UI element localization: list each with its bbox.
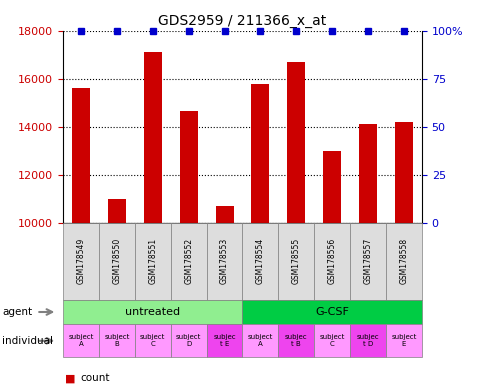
Text: agent: agent xyxy=(2,307,32,317)
Text: GSM178551: GSM178551 xyxy=(148,238,157,284)
Text: subjec
t D: subjec t D xyxy=(356,334,378,347)
Bar xyxy=(72,88,90,223)
Bar xyxy=(322,151,340,223)
Text: subject
C: subject C xyxy=(140,334,165,347)
Text: subjec
t E: subjec t E xyxy=(213,334,235,347)
Text: subject
D: subject D xyxy=(176,334,201,347)
Text: subjec
t B: subjec t B xyxy=(285,334,307,347)
Text: subject
E: subject E xyxy=(391,334,416,347)
Text: GSM178554: GSM178554 xyxy=(256,238,264,284)
Text: ■: ■ xyxy=(65,373,76,383)
Bar xyxy=(251,84,269,223)
Bar xyxy=(358,124,376,223)
Text: GSM178550: GSM178550 xyxy=(112,238,121,284)
Bar xyxy=(143,52,161,223)
Text: G-CSF: G-CSF xyxy=(315,307,348,317)
Text: GSM178557: GSM178557 xyxy=(363,238,372,284)
Text: GSM178556: GSM178556 xyxy=(327,238,336,284)
Text: GSM178549: GSM178549 xyxy=(76,238,85,284)
Bar xyxy=(215,206,233,223)
Bar xyxy=(394,122,412,223)
Text: GSM178555: GSM178555 xyxy=(291,238,300,284)
Text: subject
A: subject A xyxy=(247,334,272,347)
Title: GDS2959 / 211366_x_at: GDS2959 / 211366_x_at xyxy=(158,14,326,28)
Bar xyxy=(107,199,125,223)
Text: individual: individual xyxy=(2,336,53,346)
Text: GSM178552: GSM178552 xyxy=(184,238,193,284)
Text: subject
C: subject C xyxy=(319,334,344,347)
Text: count: count xyxy=(80,373,109,383)
Text: GSM178558: GSM178558 xyxy=(399,238,408,284)
Text: subject
A: subject A xyxy=(68,334,93,347)
Bar xyxy=(287,62,304,223)
Text: subject
B: subject B xyxy=(104,334,129,347)
Text: untreated: untreated xyxy=(125,307,180,317)
Text: GSM178553: GSM178553 xyxy=(220,238,228,284)
Bar xyxy=(179,111,197,223)
